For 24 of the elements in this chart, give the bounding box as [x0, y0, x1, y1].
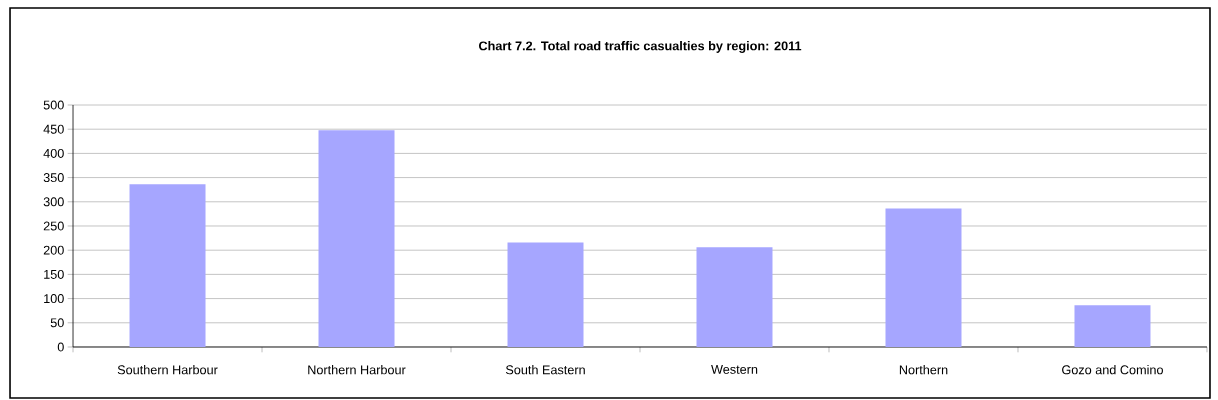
x-tick-label: Western: [711, 365, 758, 374]
y-tick-label: 350: [43, 173, 64, 183]
y-tick-label: 0: [57, 342, 64, 352]
bar: [696, 247, 773, 347]
y-tick-label: 500: [43, 100, 64, 110]
bar: [318, 130, 395, 347]
x-tick-label: Southern Harbour: [117, 365, 218, 375]
y-tick-label: 200: [43, 245, 64, 255]
y-tick-label: 450: [43, 124, 64, 134]
y-tick-label: 250: [43, 221, 64, 231]
y-tick-label: 150: [44, 269, 64, 279]
bar: [885, 208, 962, 347]
x-tick-label: Gozo and Comino: [1062, 365, 1163, 375]
y-tick-label: 300: [43, 197, 64, 207]
y-tick-label: 100: [44, 294, 64, 304]
y-tick-label: 50: [50, 318, 64, 328]
bar: [1074, 305, 1151, 347]
x-tick-label: South Eastern: [505, 365, 585, 375]
x-tick-label: Northern Harbour: [308, 365, 406, 375]
bar: [129, 184, 206, 347]
bar: [507, 242, 584, 347]
chart-title: Chart 7.2. Total road traffic casualties by region: 2011: [478, 41, 802, 53]
y-tick-label: 400: [43, 148, 64, 158]
x-tick-label: Northern: [899, 365, 948, 375]
